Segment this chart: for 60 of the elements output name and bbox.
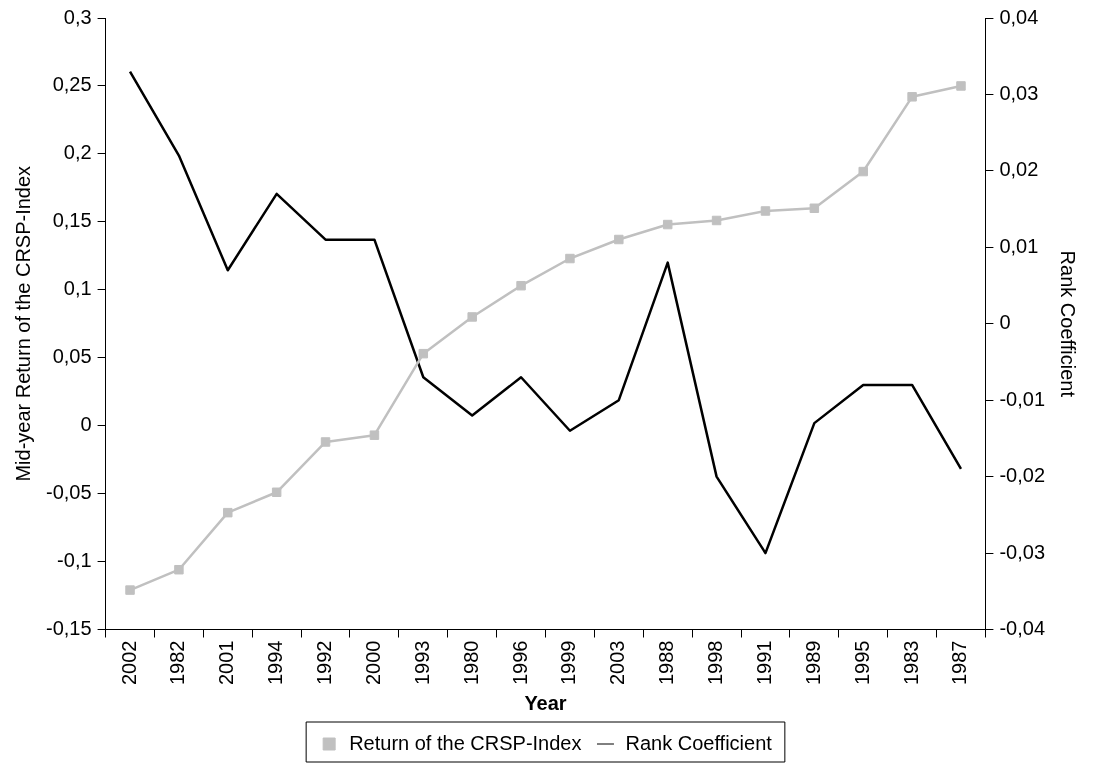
point bbox=[223, 507, 233, 518]
x-tick-label: 2003 bbox=[606, 640, 629, 686]
point bbox=[271, 487, 282, 497]
x-tick-label: 1994 bbox=[264, 640, 287, 686]
y2-tick-label: 0,02 bbox=[999, 158, 1039, 181]
point bbox=[956, 81, 966, 91]
point bbox=[174, 564, 184, 575]
x-tick-label: 1983 bbox=[899, 640, 922, 686]
y-tick-label: -0,15 bbox=[45, 617, 92, 640]
y-tick-label: 0,05 bbox=[52, 345, 92, 368]
x-tick-label: 1989 bbox=[801, 640, 824, 686]
x-tick-label: 1987 bbox=[948, 640, 971, 686]
y-tick-label: 0,1 bbox=[63, 277, 92, 300]
x-tick-label: 2002 bbox=[117, 640, 140, 686]
y2-tick-label: -0,01 bbox=[999, 387, 1046, 410]
x-tick-label: 1999 bbox=[557, 640, 580, 686]
point bbox=[565, 253, 575, 264]
x-tick-label: 1991 bbox=[752, 640, 775, 686]
y2-tick-label: -0,02 bbox=[999, 464, 1046, 487]
y-tick-label: 0 bbox=[80, 413, 92, 436]
y-tick-label: -0,05 bbox=[45, 481, 92, 504]
y2-tick-label: 0,01 bbox=[999, 234, 1039, 257]
y2-tick-label: 0,04 bbox=[999, 5, 1039, 28]
y2-axis-title: Rank Coefficient bbox=[1057, 250, 1080, 398]
legend-label: Rank Coefficient bbox=[625, 731, 773, 754]
x-tick-label: 1980 bbox=[459, 640, 482, 686]
point bbox=[809, 203, 820, 213]
x-tick-label: 1988 bbox=[655, 640, 678, 686]
x-tick-label: 1995 bbox=[850, 640, 873, 686]
y2-tick-label: 0,03 bbox=[999, 81, 1039, 104]
point bbox=[418, 348, 429, 359]
point bbox=[760, 206, 771, 216]
y-tick-label: 0,3 bbox=[63, 5, 92, 28]
y-tick-label: 0,25 bbox=[52, 73, 92, 96]
point bbox=[907, 92, 917, 102]
point bbox=[125, 585, 135, 595]
point bbox=[467, 312, 477, 322]
x-tick-label: 1993 bbox=[410, 640, 433, 686]
point bbox=[858, 166, 868, 177]
x-tick-label: 1996 bbox=[508, 640, 531, 686]
point bbox=[614, 234, 624, 245]
point bbox=[711, 215, 722, 226]
point bbox=[662, 219, 673, 230]
x-axis-title: Year bbox=[524, 691, 567, 714]
y2-tick-label: 0 bbox=[999, 311, 1011, 334]
y-tick-label: 0,2 bbox=[63, 141, 92, 164]
point bbox=[320, 437, 331, 447]
y2-tick-label: -0,04 bbox=[999, 617, 1046, 640]
x-tick-label: 1998 bbox=[704, 640, 727, 686]
x-tick-label: 2001 bbox=[215, 640, 238, 686]
y2-tick-label: -0,03 bbox=[999, 540, 1046, 563]
y-axis-title: Mid-year Return of the CRSP-Index bbox=[11, 165, 34, 482]
x-tick-label: 1982 bbox=[166, 640, 189, 686]
y-tick-label: 0,15 bbox=[52, 209, 92, 232]
legend-label: Return of the CRSP-Index bbox=[349, 731, 582, 754]
x-tick-label: 2000 bbox=[361, 640, 384, 686]
point bbox=[369, 430, 380, 440]
point bbox=[516, 280, 526, 291]
x-tick-label: 1992 bbox=[313, 640, 336, 686]
y-tick-label: -0,1 bbox=[57, 549, 92, 572]
